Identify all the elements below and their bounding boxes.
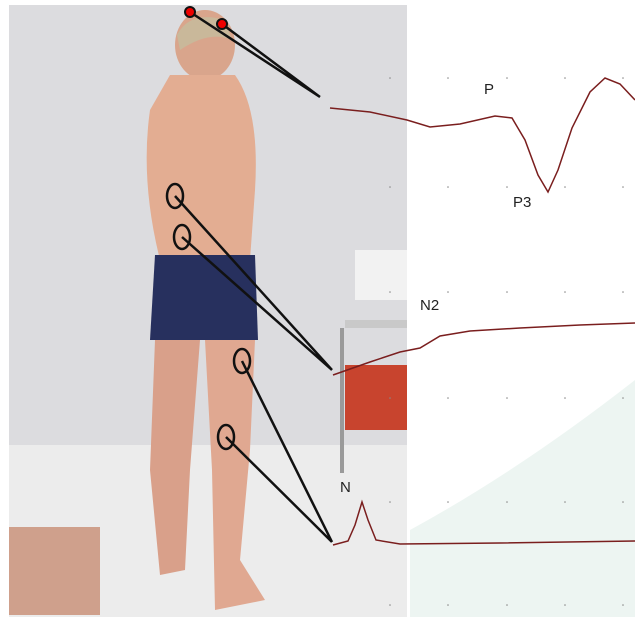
grid-dot — [447, 186, 449, 188]
grid-dot — [622, 501, 624, 503]
grid-dot — [622, 397, 624, 399]
torso — [146, 75, 256, 260]
towels — [345, 365, 407, 430]
grid-dot — [447, 604, 449, 606]
grid-dot — [564, 77, 566, 79]
grid-dot — [506, 186, 508, 188]
grid-dot — [447, 501, 449, 503]
trace-cortical — [329, 77, 635, 194]
peak-label: N — [340, 479, 351, 496]
electrode-marker — [232, 347, 252, 375]
table — [345, 320, 407, 328]
peak-label: N2 — [420, 297, 439, 314]
grid-dot — [447, 397, 449, 399]
leg-left — [150, 340, 200, 575]
leg-right — [205, 340, 265, 610]
grid-dot — [447, 291, 449, 293]
grid-dot — [506, 604, 508, 606]
grid-dot — [622, 186, 624, 188]
grid-dot — [389, 186, 391, 188]
markers — [165, 10, 334, 543]
grid-dot — [622, 77, 624, 79]
grid-dot — [447, 77, 449, 79]
grid-dot — [389, 604, 391, 606]
dot-grid — [389, 77, 624, 606]
grid-dot — [622, 604, 624, 606]
scalp-electrode — [216, 18, 228, 30]
grid-dot — [564, 397, 566, 399]
grid-dot — [389, 291, 391, 293]
grid-dot — [564, 186, 566, 188]
grid-dot — [564, 604, 566, 606]
peak-label: P — [484, 81, 494, 98]
traces — [329, 77, 635, 546]
electrode-marker — [165, 182, 185, 210]
grid-dot — [564, 501, 566, 503]
connector-lines — [174, 10, 334, 543]
trace-lumbar — [332, 322, 635, 376]
device — [355, 250, 407, 300]
photo — [9, 5, 407, 617]
grid-dot — [389, 77, 391, 79]
peak-label: P3 — [513, 194, 531, 211]
electrode-marker — [216, 423, 236, 451]
grid-dot — [506, 77, 508, 79]
grid-dot — [389, 501, 391, 503]
scalp-electrode — [184, 6, 196, 18]
grid-dot — [506, 291, 508, 293]
shorts — [150, 255, 258, 340]
grid-dot — [622, 291, 624, 293]
background-shape — [410, 380, 635, 617]
grid-dot — [506, 397, 508, 399]
table-leg — [340, 328, 344, 473]
grid-dot — [389, 397, 391, 399]
grid-dot — [564, 291, 566, 293]
trace-popliteal — [332, 499, 635, 546]
grid-dot — [506, 501, 508, 503]
inset-photo — [9, 527, 100, 615]
electrode-marker — [172, 223, 192, 251]
